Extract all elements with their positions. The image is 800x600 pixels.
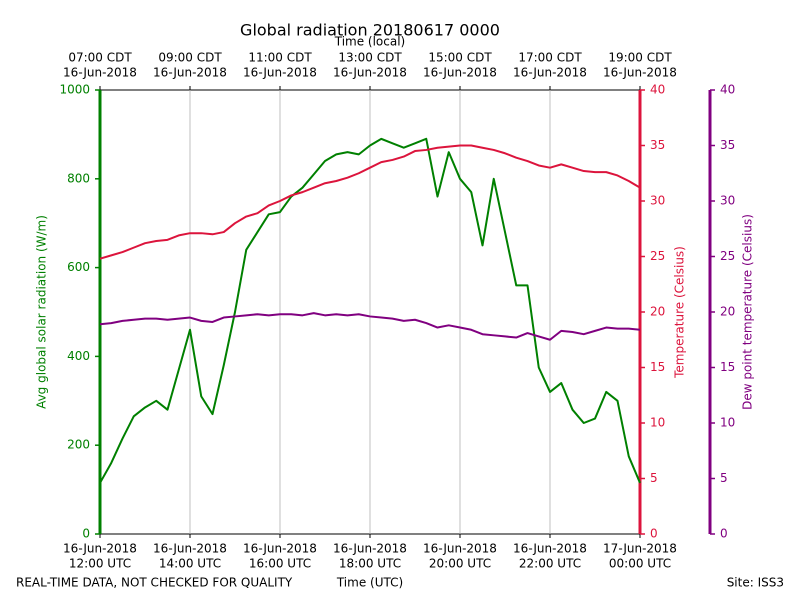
y2-tick-label: 20	[650, 305, 665, 319]
x-axis-title: Time (UTC)	[336, 576, 403, 590]
y2-tick-label: 25	[650, 249, 665, 263]
top-tick-label: 16-Jun-2018	[603, 66, 677, 80]
top-tick-label: 16-Jun-2018	[333, 66, 407, 80]
y3-tick-label: 5	[720, 471, 728, 485]
y2-tick-label: 35	[650, 138, 665, 152]
y-tick-label: 1000	[59, 83, 90, 97]
x-tick-label: 14:00 UTC	[159, 557, 221, 571]
top-tick-label: 19:00 CDT	[608, 51, 672, 65]
y2-tick-label: 30	[650, 194, 665, 208]
top-axis-title: Time (local)	[334, 35, 406, 49]
x-tick-label: 22:00 UTC	[519, 557, 581, 571]
x-tick-label: 12:00 UTC	[69, 557, 131, 571]
y3-tick-label: 25	[720, 249, 735, 263]
top-tick-label: 16-Jun-2018	[153, 66, 227, 80]
x-tick-label: 16-Jun-2018	[243, 542, 317, 556]
x-tick-label: 16-Jun-2018	[513, 542, 587, 556]
y3-axis-title: Dew point temperature (Celsius)	[741, 214, 755, 410]
y-tick-label: 0	[82, 527, 90, 541]
y3-tick-label: 0	[720, 527, 728, 541]
site-label: Site: ISS3	[727, 576, 784, 590]
x-tick-label: 16-Jun-2018	[63, 542, 137, 556]
y3-tick-label: 30	[720, 194, 735, 208]
series-line	[99, 137, 641, 484]
y2-tick-label: 40	[650, 83, 665, 97]
y3-tick-label: 20	[720, 305, 735, 319]
x-tick-label: 16:00 UTC	[249, 557, 311, 571]
x-tick-label: 17-Jun-2018	[603, 542, 677, 556]
series-line	[99, 312, 641, 341]
y-axis-title: Avg global solar radiation (W/m)	[35, 215, 49, 409]
x-tick-label: 18:00 UTC	[339, 557, 401, 571]
x-tick-label: 00:00 UTC	[609, 557, 671, 571]
y2-tick-label: 5	[650, 471, 658, 485]
top-tick-label: 17:00 CDT	[518, 51, 582, 65]
top-tick-label: 15:00 CDT	[428, 51, 492, 65]
top-tick-label: 07:00 CDT	[68, 51, 132, 65]
chart-title: Global radiation 20180617 0000	[240, 21, 500, 40]
x-tick-label: 16-Jun-2018	[153, 542, 227, 556]
y2-tick-label: 0	[650, 527, 658, 541]
top-tick-label: 09:00 CDT	[158, 51, 222, 65]
top-tick-label: 16-Jun-2018	[513, 66, 587, 80]
x-tick-label: 20:00 UTC	[429, 557, 491, 571]
top-tick-label: 13:00 CDT	[338, 51, 402, 65]
y-tick-label: 600	[67, 260, 90, 274]
y2-tick-label: 15	[650, 360, 665, 374]
top-tick-label: 16-Jun-2018	[423, 66, 497, 80]
quality-note: REAL-TIME DATA, NOT CHECKED FOR QUALITY	[16, 576, 293, 590]
y3-tick-label: 15	[720, 360, 735, 374]
y3-tick-label: 40	[720, 83, 735, 97]
y3-tick-label: 10	[720, 416, 735, 430]
y-tick-label: 400	[67, 349, 90, 363]
y-tick-label: 800	[67, 171, 90, 185]
y-tick-label: 200	[67, 438, 90, 452]
x-tick-label: 16-Jun-2018	[333, 542, 407, 556]
top-tick-label: 11:00 CDT	[248, 51, 312, 65]
top-tick-label: 16-Jun-2018	[63, 66, 137, 80]
y3-tick-label: 35	[720, 138, 735, 152]
y2-tick-label: 10	[650, 416, 665, 430]
top-tick-label: 16-Jun-2018	[243, 66, 317, 80]
x-tick-label: 16-Jun-2018	[423, 542, 497, 556]
series-line	[99, 144, 641, 260]
y2-axis-title: Temperature (Celsius)	[673, 246, 687, 379]
